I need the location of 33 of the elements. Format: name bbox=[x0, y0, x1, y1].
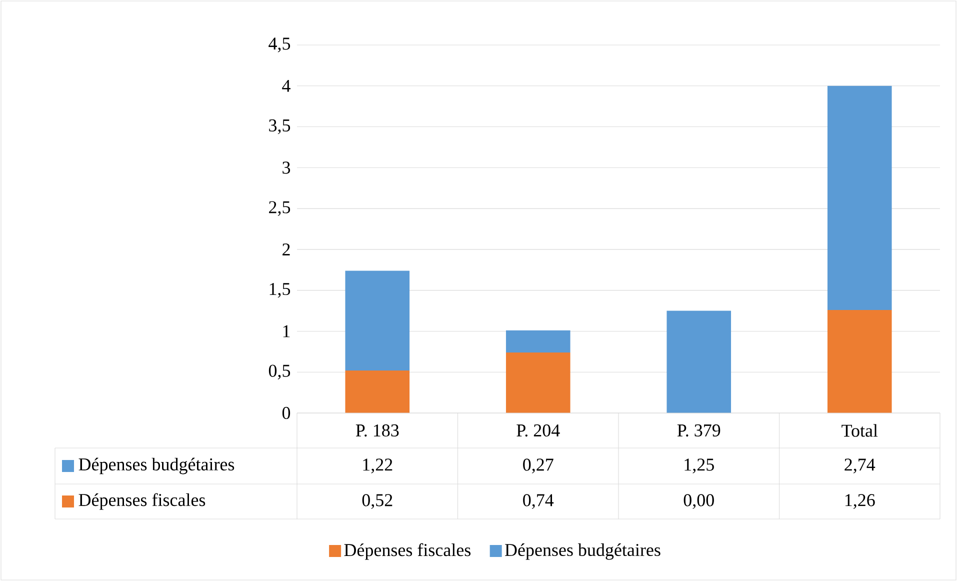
y-tick-label: 3 bbox=[282, 162, 290, 174]
y-tick-label: 1,5 bbox=[270, 283, 290, 298]
text: Dépenses fiscales bbox=[78, 493, 206, 510]
x-tick-label: P. 183 bbox=[356, 424, 399, 437]
bar bbox=[345, 270, 410, 370]
bar bbox=[666, 310, 732, 413]
y-tick-label: 4,5 bbox=[268, 38, 290, 52]
x-tick-label: P. 204 bbox=[516, 424, 560, 437]
bar bbox=[506, 352, 570, 413]
y-tick-label: 2,5 bbox=[269, 201, 290, 216]
data-label: 2,74 bbox=[844, 458, 876, 474]
data-label: 0,00 bbox=[684, 494, 714, 509]
bar bbox=[827, 310, 892, 413]
y-tick-label: 2 bbox=[282, 243, 290, 256]
x-tick-label: P. 379 bbox=[677, 424, 720, 437]
y-tick-label: 4 bbox=[282, 80, 290, 92]
data-label: 0,74 bbox=[523, 494, 554, 509]
text: Dépenses budgétaires bbox=[505, 543, 660, 560]
y-tick-label: 1 bbox=[283, 325, 290, 338]
y-tick-label: 0,5 bbox=[268, 364, 290, 380]
data-label: 1,25 bbox=[684, 458, 714, 474]
data-label: 0,27 bbox=[523, 458, 554, 474]
x-tick-label: Total bbox=[842, 424, 878, 437]
bar bbox=[345, 370, 410, 413]
bar bbox=[506, 330, 570, 352]
legend-label: Dépenses fiscales bbox=[344, 543, 471, 560]
data-label: 0,52 bbox=[362, 494, 392, 509]
bar bbox=[827, 86, 892, 310]
y-tick-label: 3,5 bbox=[269, 119, 290, 134]
legend-label: Dépenses budgétaires bbox=[78, 458, 234, 474]
data-label: 1,22 bbox=[363, 458, 392, 474]
y-tick-label: 0 bbox=[282, 406, 290, 420]
data-label: 1,26 bbox=[845, 494, 875, 509]
